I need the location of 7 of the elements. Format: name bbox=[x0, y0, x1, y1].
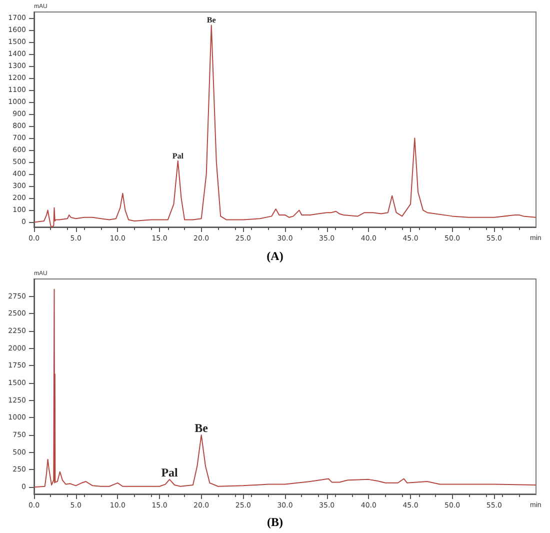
annotation: Pal bbox=[172, 151, 184, 160]
annotation: Be bbox=[194, 420, 209, 435]
text: (B) bbox=[266, 515, 284, 530]
text: (A) bbox=[266, 248, 284, 264]
annotation: Be bbox=[206, 16, 216, 25]
line-series bbox=[34, 288, 536, 488]
annotation: Pal bbox=[161, 465, 179, 480]
